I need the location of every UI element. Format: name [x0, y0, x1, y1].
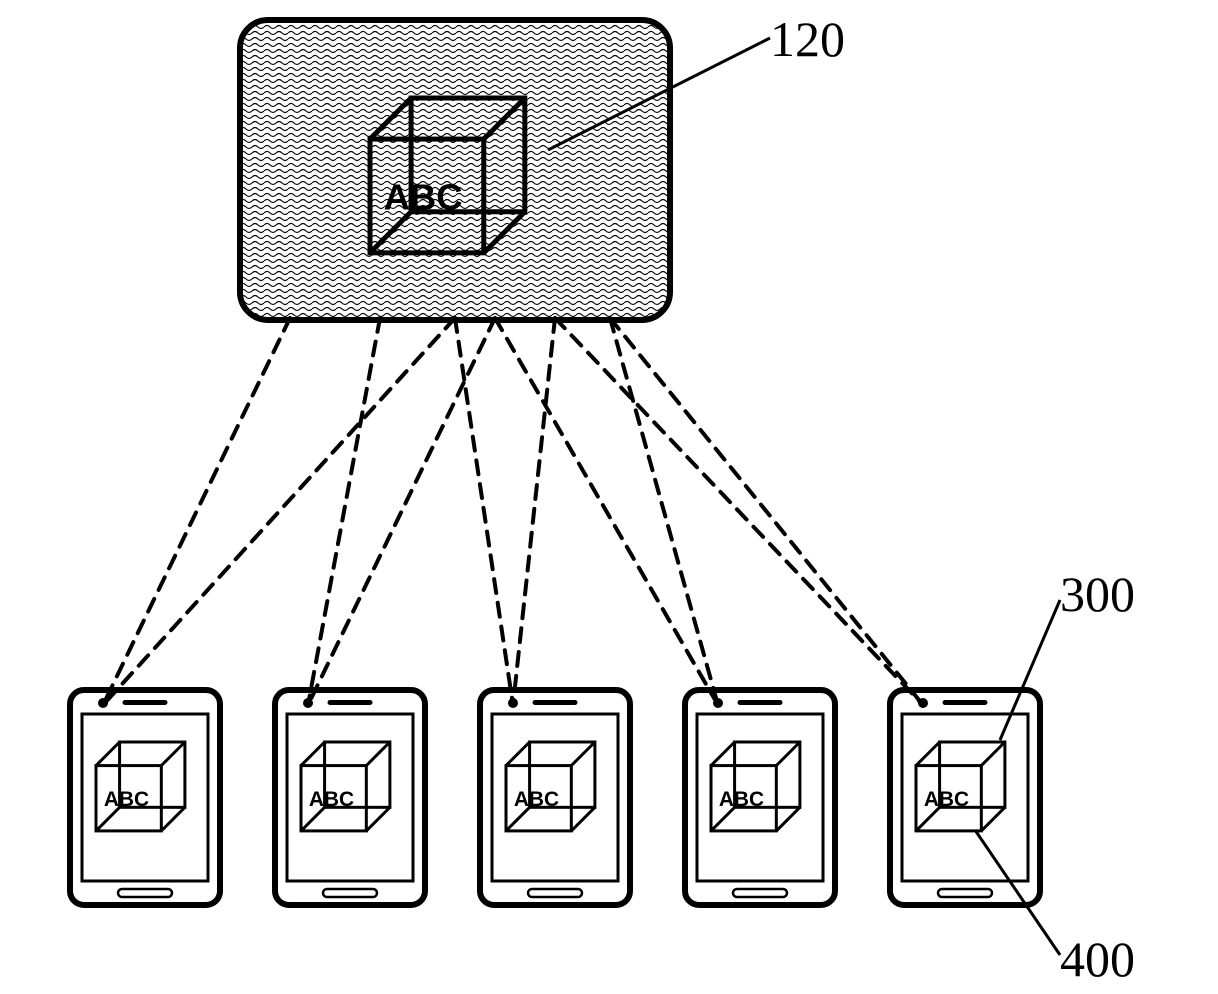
phone-speaker-icon: [328, 700, 373, 705]
phone-device: ABC: [70, 690, 220, 905]
phone-device: ABC: [275, 690, 425, 905]
svg-text:ABC: ABC: [514, 788, 559, 811]
label-120: 120: [770, 10, 845, 68]
svg-text:ABC: ABC: [104, 788, 149, 811]
tablet-server: ABC: [240, 20, 670, 320]
svg-text:ABC: ABC: [924, 788, 969, 811]
svg-text:ABC: ABC: [384, 177, 463, 218]
phone-device: ABC: [685, 690, 835, 905]
svg-text:ABC: ABC: [719, 788, 764, 811]
phone-speaker-icon: [943, 700, 988, 705]
label-300: 300: [1060, 565, 1135, 623]
phone-speaker-icon: [123, 700, 168, 705]
connection-lines: [103, 318, 923, 705]
phone-speaker-icon: [533, 700, 578, 705]
phone-speaker-icon: [738, 700, 783, 705]
diagram-canvas: ABC ABC ABC ABC ABC ABC: [0, 0, 1218, 994]
phone-device: ABC: [890, 690, 1040, 905]
phone-device: ABC: [480, 690, 630, 905]
svg-text:ABC: ABC: [309, 788, 354, 811]
label-400: 400: [1060, 930, 1135, 988]
